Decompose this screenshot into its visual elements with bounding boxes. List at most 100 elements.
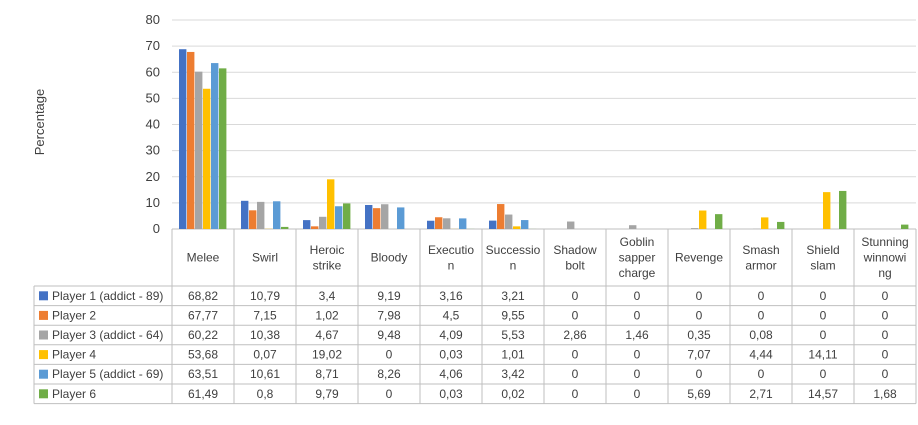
data-table-value: 8,26	[377, 367, 401, 381]
category-label: ng	[878, 266, 891, 280]
data-table-value: 0	[634, 348, 641, 362]
bar	[427, 220, 435, 229]
data-table-value: 0,8	[257, 387, 274, 401]
bar	[839, 190, 847, 229]
data-table-value: 0	[882, 328, 889, 342]
bar	[211, 63, 219, 229]
bar	[761, 217, 769, 229]
data-table-value: 7,15	[253, 308, 277, 322]
legend-swatch	[39, 369, 48, 379]
data-table-value: 0,35	[687, 328, 711, 342]
category-label: winnowi	[863, 251, 907, 265]
bar	[319, 216, 327, 229]
bar	[343, 203, 351, 229]
data-table-value: 0	[572, 348, 579, 362]
bar	[513, 226, 521, 229]
y-tick-label: 0	[153, 221, 160, 236]
bar	[691, 228, 699, 229]
data-table-value: 14,11	[808, 348, 837, 362]
data-table-value: 9,19	[377, 289, 401, 303]
data-table: Melee SwirlHeroicstrikeBloodyExecutionSuc…	[33, 229, 917, 405]
bar	[203, 88, 211, 229]
data-table-value: 19,02	[312, 348, 342, 362]
category-label: slam	[810, 258, 835, 272]
legend-swatch	[39, 310, 48, 320]
bar	[195, 71, 203, 229]
category-label: Shadow	[553, 243, 597, 257]
legend-label: Player 4	[52, 348, 96, 362]
data-table-value: 0	[882, 308, 889, 322]
bar	[249, 210, 257, 229]
data-table-value: 0,03	[439, 387, 463, 401]
y-axis: 0 10 20 30 40 50 60 70 80	[146, 12, 160, 236]
legend-label: Player 2	[52, 308, 96, 322]
category-label: Swirl	[252, 251, 278, 265]
data-table-value: 0	[386, 348, 393, 362]
bar	[281, 226, 289, 229]
data-table-value: 0	[758, 367, 765, 381]
data-table-value: 0	[634, 367, 641, 381]
data-table-value: 68,82	[188, 289, 218, 303]
data-table-value: 0	[758, 289, 765, 303]
y-tick-label: 10	[146, 195, 160, 210]
data-table-value: 5,53	[501, 328, 525, 342]
bar	[777, 221, 785, 229]
y-tick-label: 50	[146, 90, 160, 105]
data-table-value: 9,55	[501, 308, 525, 322]
data-table-value: 0	[572, 308, 579, 322]
bars	[179, 49, 909, 230]
bar	[311, 226, 319, 229]
bar	[397, 207, 405, 229]
y-tick-label: 40	[146, 117, 160, 132]
data-table-value: 0	[820, 328, 827, 342]
data-table-value: 8,71	[315, 367, 339, 381]
bar	[335, 206, 343, 229]
category-label: charge	[619, 266, 656, 280]
bar	[699, 210, 707, 229]
data-table-value: 1,46	[625, 328, 649, 342]
legend-label: Player 6	[52, 387, 96, 401]
data-table-value: 7,98	[377, 308, 401, 322]
bar	[715, 214, 723, 229]
bar	[505, 214, 513, 229]
data-table-value: 0	[758, 308, 765, 322]
data-table-value: 3,4	[319, 289, 336, 303]
data-table-value: 9,79	[315, 387, 339, 401]
category-label: strike	[313, 258, 342, 272]
category-label: sapper	[619, 251, 656, 265]
data-table-value: 0	[882, 367, 889, 381]
category-label: Stunning	[861, 235, 908, 249]
y-axis-label: Percentage	[32, 89, 47, 156]
data-table-value: 0	[572, 289, 579, 303]
bar	[187, 51, 195, 230]
data-table-value: 1,02	[315, 308, 339, 322]
bar	[567, 221, 575, 229]
category-label: Heroic	[310, 243, 345, 257]
data-table-value: 0	[882, 348, 889, 362]
legend-label: Player 5 (addict - 69)	[52, 367, 163, 381]
legend-swatch	[39, 330, 48, 340]
bar	[443, 218, 451, 229]
category-label: Goblin	[620, 235, 655, 249]
data-table-value: 0,08	[749, 328, 773, 342]
bar	[241, 200, 249, 229]
bar	[497, 204, 505, 229]
data-table-value: 3,42	[501, 367, 525, 381]
bar	[327, 179, 335, 229]
data-table-value: 61,49	[188, 387, 218, 401]
legend-swatch	[39, 389, 48, 399]
gridlines	[172, 19, 916, 230]
bar	[823, 192, 831, 229]
data-table-value: 0	[696, 367, 703, 381]
bar	[303, 220, 311, 229]
bar	[489, 220, 497, 229]
data-table-value: 0	[696, 308, 703, 322]
data-table-value: 60,22	[188, 328, 218, 342]
data-table-value: 10,38	[250, 328, 280, 342]
category-label: n	[510, 258, 517, 272]
bar	[257, 201, 265, 229]
data-table-value: 0,07	[253, 348, 277, 362]
data-table-value: 0	[634, 289, 641, 303]
y-tick-label: 70	[146, 38, 160, 53]
